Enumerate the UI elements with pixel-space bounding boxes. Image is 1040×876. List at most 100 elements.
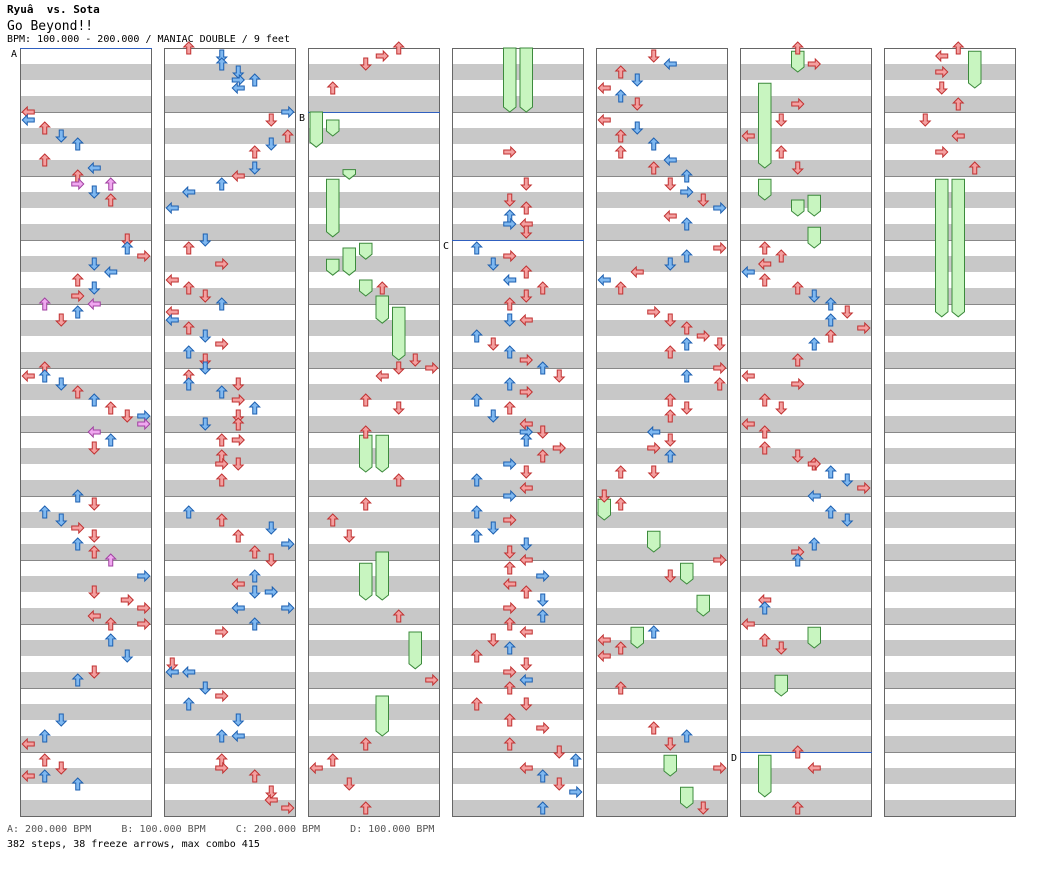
note-arrow [392,609,405,623]
note-arrow [182,377,195,391]
note-arrow [680,217,693,231]
beat-stripe [884,480,1016,496]
note-arrow [487,633,500,647]
arrow-icon [71,777,84,791]
arrow-icon [231,577,245,591]
arrow-icon [21,369,35,383]
beat-stripe [20,672,152,688]
arrow-icon [503,457,517,471]
arrow-icon [857,481,871,495]
note-arrow [88,257,101,271]
note-arrow [663,57,677,71]
note-arrow [598,489,611,503]
note-arrow [664,409,677,423]
beat-stripe [308,544,440,560]
note-arrow [807,457,821,471]
note-arrow [791,353,804,367]
arrow-icon [343,777,356,791]
arrow-icon [614,145,627,159]
beat-stripe [740,192,872,208]
arrow-icon [182,697,195,711]
arrow-icon [165,313,179,327]
note-arrow [520,657,533,671]
arrow-icon [664,569,677,583]
arrow-icon [343,529,356,543]
beat-stripe [596,192,728,208]
arrow-icon [791,801,804,815]
beat-stripe [884,320,1016,336]
beat-stripe [884,192,1016,208]
arrow-icon [824,505,837,519]
note-arrow [215,625,229,639]
arrow-icon [470,505,483,519]
arrow-icon [808,289,821,303]
note-arrow [614,89,627,103]
arrow-icon [88,257,101,271]
note-arrow [71,177,85,191]
note-arrow [55,761,68,775]
freeze-arrow [342,247,356,276]
note-arrow [647,465,660,479]
arrow-icon [791,353,804,367]
arrow-icon [182,505,195,519]
note-arrow [232,457,245,471]
freeze-arrow [326,119,340,137]
note-arrow [775,641,788,655]
beat-stripe [596,704,728,720]
note-arrow [758,273,771,287]
arrow-icon [569,753,582,767]
arrow-icon [215,49,228,63]
beat-stripe [596,288,728,304]
note-arrow [664,737,677,751]
note-arrow [215,49,228,63]
note-arrow [520,225,533,239]
arrow-icon [104,193,117,207]
beat-stripe [452,288,584,304]
note-arrow [680,321,693,335]
beat-stripe [596,64,728,80]
note-arrow [38,769,51,783]
beat-stripe [164,128,296,144]
arrow-icon [597,113,611,127]
bpm-marker-label: A [11,49,17,60]
note-arrow [359,393,372,407]
arrow-icon [231,393,245,407]
arrow-icon [38,769,51,783]
note-arrow [487,521,500,535]
arrow-icon [265,553,278,567]
arrow-icon [199,681,212,695]
beat-stripe [20,800,152,816]
note-arrow [215,385,228,399]
arrow-icon [758,633,771,647]
beat-stripe [452,192,584,208]
beat-stripe [740,800,872,816]
beat-stripe [20,480,152,496]
arrow-icon [519,553,533,567]
note-arrow [758,425,771,439]
arrow-icon [791,161,804,175]
arrow-icon [824,465,837,479]
note-arrow [231,601,245,615]
beat-stripe [164,96,296,112]
arrow-icon [536,593,549,607]
arrow-icon [968,161,981,175]
note-arrow [536,361,549,375]
freeze-arrow [375,551,389,601]
note-arrow [520,585,533,599]
note-arrow [808,337,821,351]
note-arrow [409,353,422,367]
beat-stripe [596,96,728,112]
arrow-icon [597,633,611,647]
arrow-icon [741,417,755,431]
beat-stripe [452,128,584,144]
arrow-icon [631,73,644,87]
arrow-icon [231,601,245,615]
chart-stats: 382 steps, 38 freeze arrows, max combo 4… [7,839,260,850]
arrow-icon [680,217,693,231]
note-arrow [503,145,517,159]
note-arrow [919,113,932,127]
note-arrow [503,249,517,263]
beat-stripe [740,96,872,112]
beat-stripe [164,544,296,560]
note-arrow [631,121,644,135]
